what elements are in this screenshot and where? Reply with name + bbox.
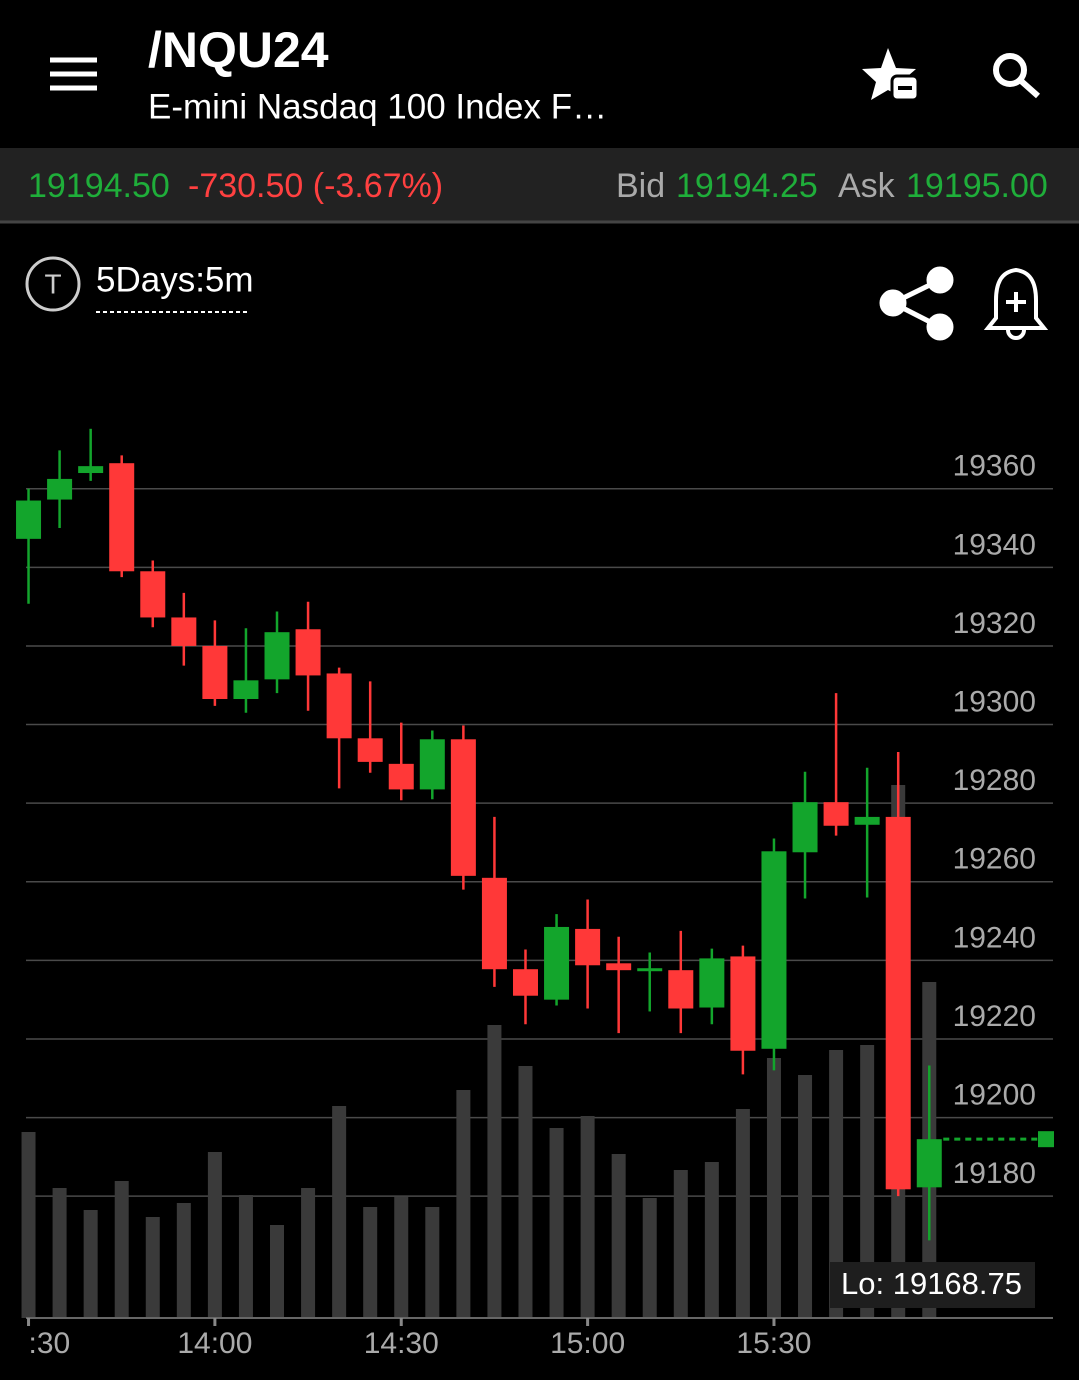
price-change: -730.50 (-3.67%)	[188, 167, 443, 205]
volume-bar	[549, 1128, 564, 1318]
volume-bar	[860, 1045, 875, 1318]
volume-bar	[301, 1188, 316, 1318]
volume-bar	[673, 1170, 688, 1318]
candle-body	[326, 673, 352, 739]
watchlist-button[interactable]	[862, 48, 920, 102]
volume-bar	[394, 1197, 409, 1318]
y-tick-label: 19340	[953, 528, 1036, 561]
x-tick-label: 15:30	[736, 1327, 811, 1360]
candle-body	[668, 970, 694, 1009]
candle-body	[606, 963, 632, 971]
y-tick-label: 19360	[953, 450, 1036, 483]
candle-body	[202, 645, 228, 700]
candle-body	[481, 877, 507, 970]
volume-bar	[766, 1058, 781, 1318]
last-price: 19194.50	[28, 167, 170, 205]
volume-bar	[270, 1225, 285, 1318]
candle-body	[823, 802, 849, 826]
candle-body	[699, 958, 725, 1008]
bid-price: 19194.25	[676, 167, 818, 205]
x-tick-label: 14:30	[364, 1327, 439, 1360]
volume-bar	[238, 1195, 253, 1318]
candle-body	[295, 629, 321, 676]
candle-body	[730, 956, 756, 1051]
candle-body	[140, 571, 166, 618]
y-tick-label: 19320	[953, 607, 1036, 640]
candle-body	[419, 739, 445, 790]
candle-body	[78, 466, 104, 474]
y-tick-label: 19240	[953, 921, 1036, 954]
instrument-name: E-mini Nasdaq 100 Index F…	[148, 87, 607, 126]
volume-bar	[332, 1106, 347, 1318]
candle-body	[109, 463, 135, 572]
volume-bar	[425, 1207, 440, 1318]
candle-body	[637, 968, 663, 972]
volume-bar	[735, 1109, 750, 1318]
chart: 19180 19200 19220 19240 19260 19280 19300 19320…	[16, 428, 1054, 1360]
volume-bar	[83, 1210, 98, 1318]
volume-bar	[52, 1188, 67, 1318]
candle-body	[916, 1139, 942, 1188]
candle-body	[16, 500, 42, 539]
search-button[interactable]	[993, 53, 1040, 99]
volume-bar	[363, 1207, 378, 1318]
last-price-marker	[1038, 1131, 1054, 1148]
low-label-box	[830, 1262, 1035, 1308]
quote-bar	[0, 148, 1079, 222]
volume-bar	[580, 1116, 595, 1318]
volume-bar	[798, 1075, 813, 1318]
volume-bar	[114, 1181, 129, 1318]
menu-button[interactable]	[50, 57, 97, 91]
candle-body	[885, 816, 911, 1190]
y-tick-label: 19220	[953, 1000, 1036, 1033]
symbol: /NQU24	[148, 22, 329, 78]
volume-bar	[611, 1154, 626, 1318]
x-tick-label: :30	[29, 1327, 71, 1360]
low-label: Lo: 19168.75	[841, 1266, 1022, 1301]
y-tick-label: 19300	[953, 685, 1036, 718]
x-tick-label: 14:00	[177, 1327, 252, 1360]
volume-bar	[829, 1050, 844, 1318]
candle-body	[450, 739, 476, 876]
candle-body	[512, 969, 538, 996]
candle-body	[761, 851, 787, 1049]
alert-button[interactable]	[983, 267, 1049, 340]
y-tick-label: 19260	[953, 843, 1036, 876]
candle-body	[171, 617, 197, 646]
y-tick-label: 19200	[953, 1078, 1036, 1111]
period-selector[interactable]: 5Days:5m	[96, 260, 254, 299]
candle-body	[264, 632, 290, 680]
volume-bar	[642, 1198, 657, 1318]
volume-bar	[518, 1066, 533, 1318]
volume-bar	[207, 1152, 222, 1318]
candle-body	[544, 926, 570, 1000]
x-tick-label: 15:00	[550, 1327, 625, 1360]
volume-bar	[704, 1162, 719, 1318]
y-tick-label: 19180	[953, 1157, 1036, 1190]
volume-bar	[145, 1217, 160, 1318]
badge-circle	[25, 256, 81, 312]
candle-body	[233, 680, 259, 700]
candle-body	[792, 802, 818, 853]
volume-bar	[176, 1203, 191, 1318]
volume-bar	[456, 1090, 471, 1318]
volume-bar	[21, 1132, 36, 1318]
ask-price: 19195.00	[906, 167, 1048, 205]
badge: T	[44, 268, 61, 299]
share-button[interactable]	[879, 266, 954, 341]
candle-body	[388, 763, 414, 790]
y-tick-label: 19280	[953, 764, 1036, 797]
candle-body	[357, 738, 383, 762]
candle-body	[854, 816, 880, 825]
volume-bar	[487, 1025, 502, 1318]
candle-body	[575, 928, 601, 966]
candle-body	[47, 478, 73, 500]
bid-label: Bid	[616, 167, 665, 205]
ask-label: Ask	[838, 167, 896, 205]
